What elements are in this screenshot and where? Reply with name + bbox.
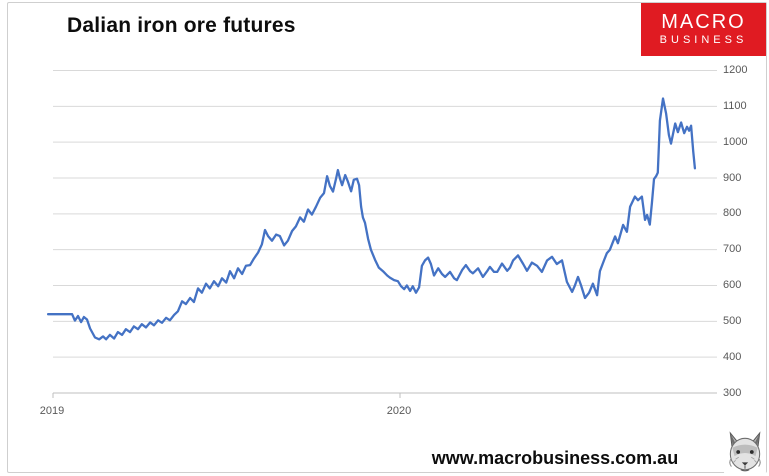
y-axis-label: 700 <box>723 243 742 256</box>
chart-title: Dalian iron ore futures <box>67 14 296 37</box>
y-axis-label: 600 <box>723 279 742 291</box>
y-axis-label: 500 <box>723 314 742 327</box>
wolf-logo-icon <box>724 431 766 475</box>
y-axis-label: 1100 <box>723 99 747 112</box>
y-axis-label: 300 <box>723 386 742 399</box>
logo-text-macro: MACRO <box>661 11 746 34</box>
x-axis-label: 2019 <box>39 405 65 417</box>
y-axis-label: 900 <box>723 171 742 184</box>
price-line-series <box>46 97 697 341</box>
y-axis-label: 400 <box>723 350 742 363</box>
macrobusiness-logo: MACRO BUSINESS <box>641 3 766 56</box>
y-axis-label: 800 <box>723 207 742 220</box>
y-axis-label: 1000 <box>723 135 748 148</box>
website-url: www.macrobusiness.com.au <box>431 448 679 468</box>
y-axis-label: 1200 <box>723 64 748 76</box>
chart-frame <box>7 2 767 473</box>
x-axis-label: 2020 <box>386 405 412 417</box>
logo-text-business: BUSINESS <box>659 34 748 47</box>
